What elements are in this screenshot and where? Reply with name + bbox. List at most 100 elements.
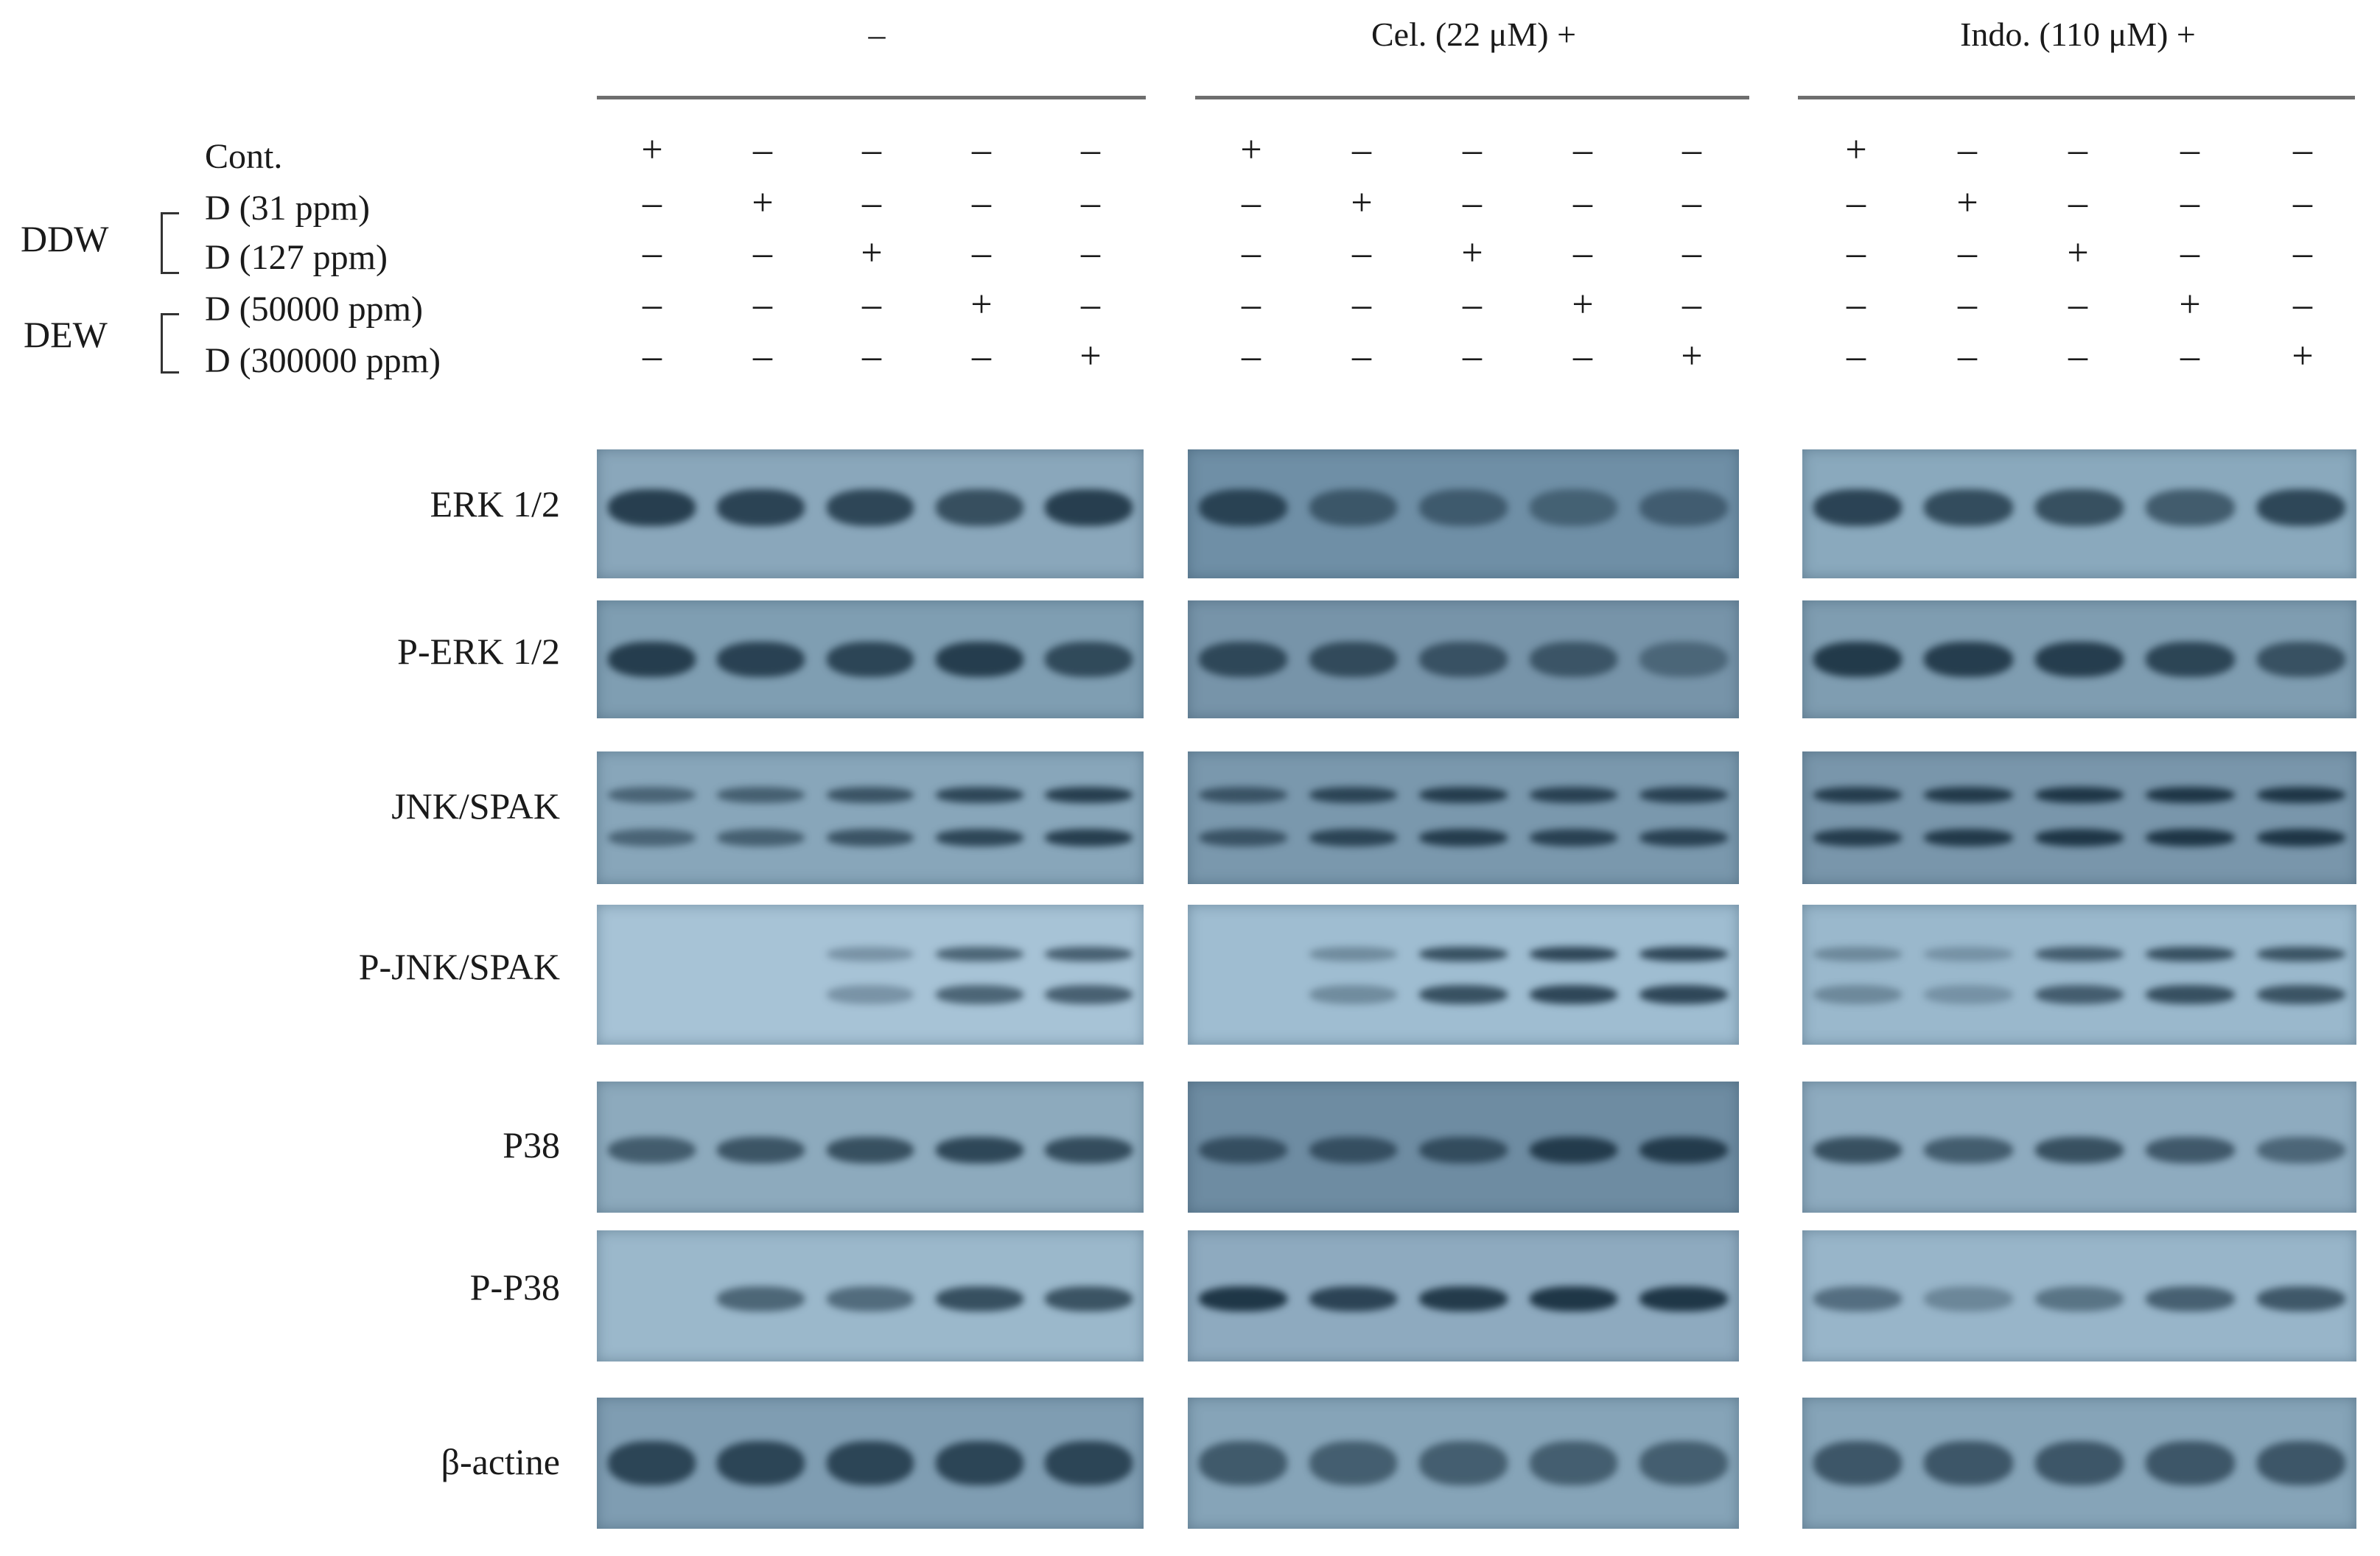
band-perk-g3-lane5-b1 (2256, 642, 2345, 677)
band-pjnk-g3-lane4-b2 (2146, 984, 2235, 1004)
band-jnk-g1-lane5-b1 (1045, 787, 1133, 804)
band-jnk-g1-lane3-b1 (826, 787, 914, 804)
blot-panel-jnk-group2 (1188, 751, 1739, 884)
band-perk-g1-lane1-b1 (607, 642, 696, 677)
band-erk-g2-lane5-b1 (1639, 488, 1729, 526)
sign-g1-row3-lane2: – (753, 232, 772, 274)
band-perk-g3-lane4-b1 (2146, 642, 2235, 677)
band-actin-g2-lane2-b1 (1309, 1441, 1398, 1485)
band-erk-g1-lane2-b1 (717, 488, 805, 526)
band-pp38-g2-lane4-b1 (1529, 1286, 1618, 1311)
band-pjnk-g3-lane4-b1 (2146, 946, 2235, 961)
band-p38-g2-lane4-b1 (1529, 1136, 1618, 1163)
blot-panel-actin-group2 (1188, 1398, 1739, 1529)
sign-g1-row5-lane3: – (862, 335, 881, 377)
band-p38-g2-lane2-b1 (1309, 1136, 1398, 1163)
band-actin-g3-lane3-b1 (2034, 1441, 2124, 1485)
sign-g1-row1-lane1: + (641, 129, 663, 171)
sign-g2-row3-lane1: – (1242, 232, 1261, 274)
band-actin-g1-lane5-b1 (1045, 1441, 1133, 1485)
band-perk-g1-lane5-b1 (1045, 642, 1133, 677)
band-jnk-g3-lane2-b2 (1924, 829, 2013, 847)
sign-g2-row2-lane2: + (1351, 182, 1373, 224)
sign-g3-row3-lane1: – (1847, 232, 1866, 274)
band-jnk-g1-lane3-b2 (826, 829, 914, 847)
sign-g2-row1-lane1: + (1240, 129, 1262, 171)
sign-g3-row4-lane1: – (1847, 284, 1866, 326)
band-pjnk-g3-lane5-b2 (2256, 984, 2345, 1004)
band-pjnk-g2-lane2-b2 (1309, 984, 1398, 1004)
band-pp38-g1-lane5-b1 (1045, 1286, 1133, 1311)
band-p38-g2-lane5-b1 (1639, 1136, 1729, 1163)
band-pjnk-g1-lane3-b2 (826, 984, 914, 1004)
sign-g1-row1-lane4: – (972, 129, 991, 171)
band-jnk-g3-lane4-b1 (2146, 787, 2235, 804)
band-erk-g3-lane3-b1 (2034, 488, 2124, 526)
band-pp38-g1-lane3-b1 (826, 1286, 914, 1311)
sign-g3-row2-lane2: + (1956, 182, 1978, 224)
band-actin-g1-lane4-b1 (936, 1441, 1023, 1485)
blot-panel-actin-group1 (597, 1398, 1144, 1529)
band-jnk-g3-lane2-b1 (1924, 787, 2013, 804)
blot-label-pp38: P-P38 (469, 1266, 560, 1308)
band-p38-g2-lane3-b1 (1419, 1136, 1508, 1163)
band-perk-g1-lane4-b1 (936, 642, 1023, 677)
band-jnk-g2-lane1-b2 (1198, 829, 1287, 847)
band-erk-g3-lane2-b1 (1924, 488, 2013, 526)
band-jnk-g2-lane3-b2 (1419, 829, 1508, 847)
sign-g2-row5-lane2: – (1352, 335, 1371, 377)
band-jnk-g3-lane5-b1 (2256, 787, 2345, 804)
band-jnk-g1-lane2-b2 (717, 829, 805, 847)
sign-g2-row5-lane1: – (1242, 335, 1261, 377)
band-pp38-g1-lane2-b1 (717, 1286, 805, 1311)
band-jnk-g2-lane1-b1 (1198, 787, 1287, 804)
band-jnk-g2-lane3-b1 (1419, 787, 1508, 804)
band-perk-g2-lane2-b1 (1309, 642, 1398, 677)
band-pjnk-g2-lane4-b2 (1529, 984, 1618, 1004)
sign-g3-row5-lane1: – (1847, 335, 1866, 377)
band-perk-g3-lane1-b1 (1813, 642, 1903, 677)
band-p38-g2-lane1-b1 (1198, 1136, 1287, 1163)
sign-g2-row2-lane4: – (1573, 182, 1592, 224)
sign-g1-row2-lane1: – (643, 182, 662, 224)
band-pjnk-g2-lane3-b2 (1419, 984, 1508, 1004)
group-rule-indomethacin (1798, 96, 2355, 99)
sign-g3-row5-lane5: + (2292, 335, 2314, 377)
band-erk-g3-lane5-b1 (2256, 488, 2345, 526)
band-jnk-g2-lane4-b2 (1529, 829, 1618, 847)
band-pjnk-g3-lane5-b1 (2256, 946, 2345, 961)
band-actin-g2-lane4-b1 (1529, 1441, 1618, 1485)
band-pjnk-g1-lane5-b2 (1045, 984, 1133, 1004)
band-p38-g3-lane5-b1 (2256, 1136, 2345, 1163)
band-perk-g2-lane4-b1 (1529, 642, 1618, 677)
sign-g1-row4-lane1: – (643, 284, 662, 326)
sign-g3-row5-lane2: – (1958, 335, 1977, 377)
blot-panel-pjnk-group1 (597, 905, 1144, 1045)
sign-g3-row3-lane3: + (2067, 232, 2089, 274)
band-jnk-g1-lane1-b1 (607, 787, 696, 804)
band-jnk-g3-lane3-b1 (2034, 787, 2124, 804)
sign-g1-row5-lane1: – (643, 335, 662, 377)
band-pp38-g3-lane3-b1 (2034, 1286, 2124, 1311)
blot-label-jnk: JNK/SPAK (391, 785, 560, 827)
band-p38-g3-lane1-b1 (1813, 1136, 1903, 1163)
band-perk-g3-lane3-b1 (2034, 642, 2124, 677)
band-pp38-g3-lane1-b1 (1813, 1286, 1903, 1311)
band-actin-g1-lane3-b1 (826, 1441, 914, 1485)
band-pjnk-g1-lane3-b1 (826, 946, 914, 961)
band-p38-g3-lane3-b1 (2034, 1136, 2124, 1163)
group-rule-none (597, 96, 1146, 99)
sign-g3-row5-lane3: – (2068, 335, 2087, 377)
sign-g3-row1-lane4: – (2180, 129, 2199, 171)
sign-g3-row3-lane5: – (2293, 232, 2312, 274)
band-actin-g3-lane2-b1 (1924, 1441, 2013, 1485)
band-pp38-g2-lane3-b1 (1419, 1286, 1508, 1311)
band-pp38-g3-lane5-b1 (2256, 1286, 2345, 1311)
sign-g3-row4-lane2: – (1958, 284, 1977, 326)
sign-g2-row2-lane1: – (1242, 182, 1261, 224)
sign-g2-row1-lane4: – (1573, 129, 1592, 171)
band-pp38-g2-lane2-b1 (1309, 1286, 1398, 1311)
sign-g1-row4-lane4: + (970, 284, 993, 326)
blot-panel-p38-group1 (597, 1082, 1144, 1213)
sign-g3-row2-lane5: – (2293, 182, 2312, 224)
